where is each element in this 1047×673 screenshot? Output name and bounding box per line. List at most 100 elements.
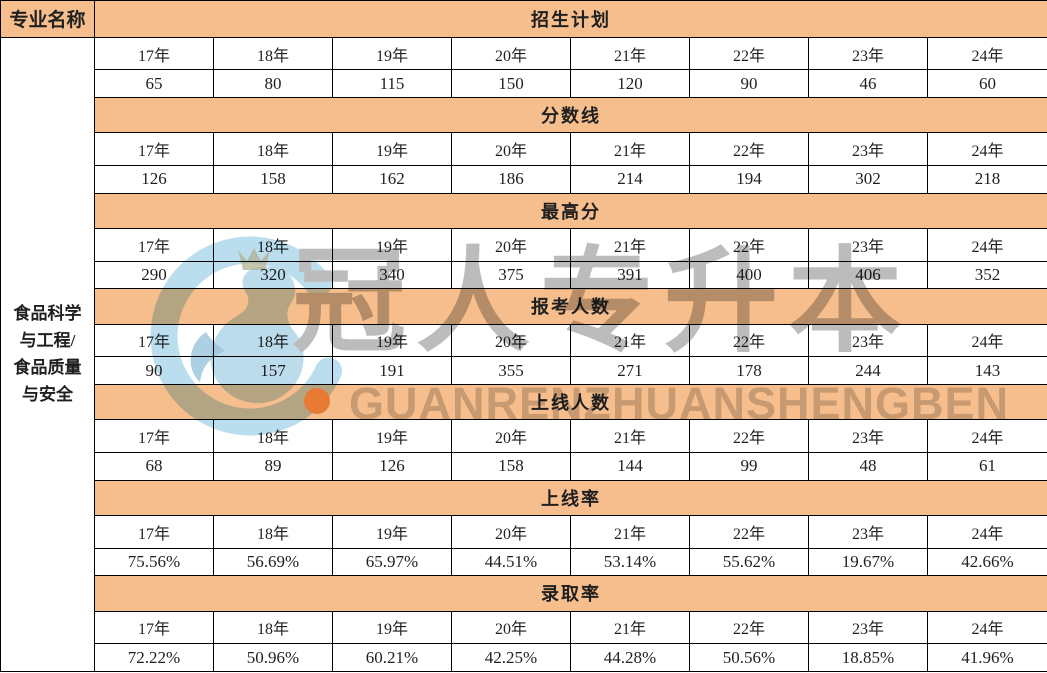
year-header-cell: 20年 (451, 227, 571, 262)
table-row-section-header: 分数线 (1, 96, 1047, 134)
year-header-cell: 19年 (332, 132, 452, 167)
major-name-cell: 食品科学 与工程/食品质量 与安全 (0, 36, 95, 673)
year-header-cell: 17年 (94, 610, 214, 645)
year-header-cell: 21年 (570, 227, 690, 262)
table-row-section-header: 专业名称 招生计划 (0, 0, 1047, 38)
year-header-cell: 21年 (570, 419, 690, 453)
year-header-cell: 21年 (570, 514, 690, 549)
year-header-cell: 20年 (451, 323, 571, 358)
value-cell: 214 (570, 165, 690, 194)
value-cell: 68 (94, 452, 214, 481)
value-cell: 75.56% (94, 547, 214, 577)
value-cell: 19.67% (808, 547, 928, 577)
value-cell: 115 (332, 69, 452, 98)
value-cell: 144 (570, 452, 690, 481)
value-cell: 72.22% (94, 643, 214, 672)
year-header-cell: 18年 (213, 132, 333, 167)
major-name-line: 食品质量 (13, 358, 82, 378)
value-cell: 48 (808, 452, 928, 481)
table-row-values: 126 158 162 186 214 194 302 218 (1, 165, 1047, 194)
value-cell: 158 (451, 452, 571, 481)
value-cell: 46 (808, 69, 928, 98)
value-cell: 375 (451, 260, 571, 290)
table-row-values: 290 320 340 375 391 400 406 352 (1, 260, 1047, 290)
year-header-cell: 24年 (927, 132, 1047, 167)
year-header-cell: 18年 (213, 323, 333, 358)
year-header-cell: 21年 (570, 36, 690, 71)
value-cell: 194 (689, 165, 809, 194)
table-row-values: 65 80 115 150 120 90 46 60 (1, 69, 1047, 98)
year-header-cell: 17年 (94, 36, 214, 71)
year-header-cell: 22年 (689, 227, 809, 262)
value-cell: 162 (332, 165, 452, 194)
year-header-cell: 17年 (94, 419, 214, 453)
value-cell: 89 (213, 452, 333, 481)
year-header-cell: 19年 (332, 323, 452, 358)
value-cell: 50.96% (213, 643, 333, 672)
value-cell: 150 (451, 69, 571, 98)
value-cell: 158 (213, 165, 333, 194)
value-cell: 186 (451, 165, 571, 194)
value-cell: 391 (570, 260, 690, 290)
value-cell: 65.97% (332, 547, 452, 577)
year-header-cell: 22年 (689, 610, 809, 645)
value-cell: 41.96% (927, 643, 1047, 672)
year-header-cell: 23年 (808, 132, 928, 167)
table-row-years: 17年 18年 19年 20年 21年 22年 23年 24年 (1, 610, 1047, 645)
value-cell: 302 (808, 165, 928, 194)
value-cell: 178 (689, 356, 809, 385)
value-cell: 191 (332, 356, 452, 385)
table-row-years: 17年 18年 19年 20年 21年 22年 23年 24年 (1, 323, 1047, 358)
section-title-cell: 录取率 (94, 575, 1047, 612)
table-row-values: 68 89 126 158 144 99 48 61 (1, 452, 1047, 481)
section-title-cell: 最高分 (94, 192, 1047, 229)
table-row-years: 17年 18年 19年 20年 21年 22年 23年 24年 (1, 419, 1047, 453)
value-cell: 44.28% (570, 643, 690, 672)
year-header-cell: 23年 (808, 36, 928, 71)
value-cell: 61 (927, 452, 1047, 481)
year-header-cell: 19年 (332, 419, 452, 453)
value-cell: 352 (927, 260, 1047, 290)
value-cell: 120 (570, 69, 690, 98)
year-header-cell: 23年 (808, 227, 928, 262)
year-header-cell: 23年 (808, 610, 928, 645)
year-header-cell: 23年 (808, 419, 928, 453)
year-header-cell: 24年 (927, 227, 1047, 262)
section-title-cell: 上线率 (94, 479, 1047, 516)
year-header-cell: 17年 (94, 227, 214, 262)
value-cell: 340 (332, 260, 452, 290)
table-row-years: 17年 18年 19年 20年 21年 22年 23年 24年 (1, 227, 1047, 262)
value-cell: 44.51% (451, 547, 571, 577)
table-row-values: 75.56% 56.69% 65.97% 44.51% 53.14% 55.62% 19.6… (1, 547, 1047, 577)
section-title-cell: 报考人数 (94, 288, 1047, 325)
year-header-cell: 20年 (451, 132, 571, 167)
table-row-years: 17年 18年 19年 20年 21年 22年 23年 24年 (1, 132, 1047, 167)
year-header-cell: 22年 (689, 132, 809, 167)
value-cell: 126 (332, 452, 452, 481)
value-cell: 320 (213, 260, 333, 290)
value-cell: 80 (213, 69, 333, 98)
year-header-cell: 21年 (570, 323, 690, 358)
year-header-cell: 18年 (213, 610, 333, 645)
value-cell: 90 (689, 69, 809, 98)
section-title-cell: 上线人数 (94, 383, 1047, 421)
year-header-cell: 23年 (808, 323, 928, 358)
value-cell: 90 (94, 356, 214, 385)
year-header-cell: 21年 (570, 610, 690, 645)
value-cell: 65 (94, 69, 214, 98)
year-header-cell: 17年 (94, 323, 214, 358)
year-header-cell: 18年 (213, 419, 333, 453)
value-cell: 50.56% (689, 643, 809, 672)
year-header-cell: 19年 (332, 227, 452, 262)
year-header-cell: 24年 (927, 610, 1047, 645)
major-name-line: 与安全 (22, 385, 73, 405)
value-cell: 355 (451, 356, 571, 385)
value-cell: 18.85% (808, 643, 928, 672)
value-cell: 42.25% (451, 643, 571, 672)
table-row-values: 72.22% 50.96% 60.21% 42.25% 44.28% 50.56% 18.8… (1, 643, 1047, 672)
value-cell: 60.21% (332, 643, 452, 672)
value-cell: 406 (808, 260, 928, 290)
value-cell: 53.14% (570, 547, 690, 577)
year-header-cell: 24年 (927, 514, 1047, 549)
